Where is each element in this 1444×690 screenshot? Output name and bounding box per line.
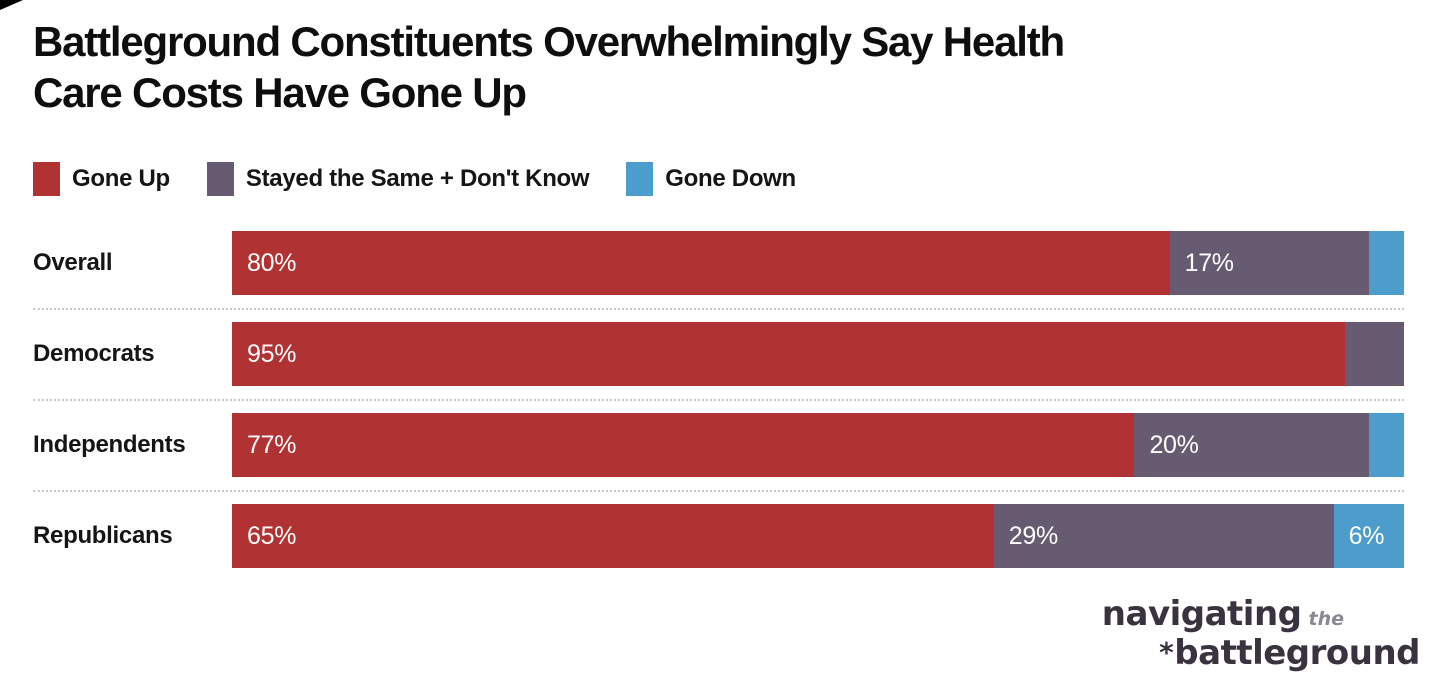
legend-swatch-gone-up <box>33 162 60 196</box>
row-separator <box>33 398 1404 401</box>
bar-segment-gone-up-overall: 80% <box>232 231 1170 295</box>
bar-value-label: 29% <box>1008 521 1058 550</box>
legend-swatch-gone-down <box>626 162 654 196</box>
chart-title-line-1: Battleground Constituents Overwhelmingly… <box>33 18 1065 65</box>
legend: Gone Up Stayed the Same + Don't Know Gone … <box>33 162 796 196</box>
legend-swatch-stayed-the-same-don-t-know <box>206 162 234 196</box>
bar-value-label: 95% <box>247 339 297 368</box>
bar-row-republicans: Republicans 65% 29% 6% <box>33 504 1404 568</box>
bar-track-republicans: 65% 29% 6% <box>232 504 1404 568</box>
logo-line-1: navigating the <box>1102 597 1345 636</box>
stacked-bar-chart: Overall 80% 17% Democrats 95% Independents 77%… <box>33 231 1404 568</box>
bar-segment-stayed-the-same-don-t-know-democrats <box>1345 322 1404 386</box>
row-gap <box>33 295 1404 322</box>
bar-value-label: 17% <box>1184 248 1234 277</box>
bar-segment-gone-down-republicans: 6% <box>1333 504 1404 568</box>
brand-logo: navigating the *battleground <box>1102 597 1421 670</box>
bar-value-label: 80% <box>247 248 297 277</box>
bar-segment-gone-up-republicans: 65% <box>232 504 994 568</box>
logo-word-the: the <box>1308 608 1345 630</box>
logo-word-navigating: navigating <box>1101 594 1302 634</box>
logo-line-2: *battleground <box>1102 636 1420 670</box>
category-label-independents: Independents <box>33 431 186 458</box>
category-label-overall: Overall <box>33 249 113 276</box>
legend-label-gone-up: Gone Up <box>72 165 170 192</box>
bar-value-label: 77% <box>247 430 297 459</box>
bar-row-overall: Overall 80% 17% <box>33 231 1404 295</box>
bar-segment-gone-up-independents: 77% <box>232 413 1135 477</box>
bar-track-independents: 77% 20% <box>232 413 1404 477</box>
logo-word-battleground: battleground <box>1174 633 1420 673</box>
bar-segment-stayed-the-same-don-t-know-republicans: 29% <box>993 504 1334 568</box>
corner-mark <box>0 0 23 10</box>
bar-value-label: 20% <box>1149 430 1199 459</box>
legend-item-gone-down: Gone Down <box>626 162 796 196</box>
bar-segment-gone-down-independents <box>1368 413 1404 477</box>
chart-title: Battleground Constituents Overwhelmingly… <box>33 16 1065 118</box>
legend-label-gone-down: Gone Down <box>665 165 796 192</box>
legend-label-stayed-the-same-don-t-know: Stayed the Same + Don't Know <box>245 165 590 192</box>
row-gap <box>33 477 1404 504</box>
legend-item-gone-up: Gone Up <box>33 162 170 196</box>
category-label-republicans: Republicans <box>33 522 173 549</box>
bar-value-label: 65% <box>247 521 297 550</box>
bar-track-democrats: 95% <box>232 322 1404 386</box>
category-label-democrats: Democrats <box>33 340 155 367</box>
bar-track-overall: 80% 17% <box>232 231 1404 295</box>
bar-row-independents: Independents 77% 20% <box>33 413 1404 477</box>
row-gap <box>33 386 1404 413</box>
logo-asterisk-icon: * <box>1159 636 1174 669</box>
chart-title-line-2: Care Costs Have Gone Up <box>33 69 527 116</box>
bar-row-democrats: Democrats 95% <box>33 322 1404 386</box>
bar-segment-gone-up-democrats: 95% <box>232 322 1346 386</box>
bar-value-label: 6% <box>1348 521 1385 550</box>
bar-segment-stayed-the-same-don-t-know-independents: 20% <box>1134 413 1369 477</box>
bar-segment-gone-down-overall <box>1368 231 1404 295</box>
row-separator <box>33 489 1404 492</box>
legend-item-stayed-the-same-don-t-know: Stayed the Same + Don't Know <box>206 162 590 196</box>
row-separator <box>33 307 1404 310</box>
bar-segment-stayed-the-same-don-t-know-overall: 17% <box>1169 231 1369 295</box>
